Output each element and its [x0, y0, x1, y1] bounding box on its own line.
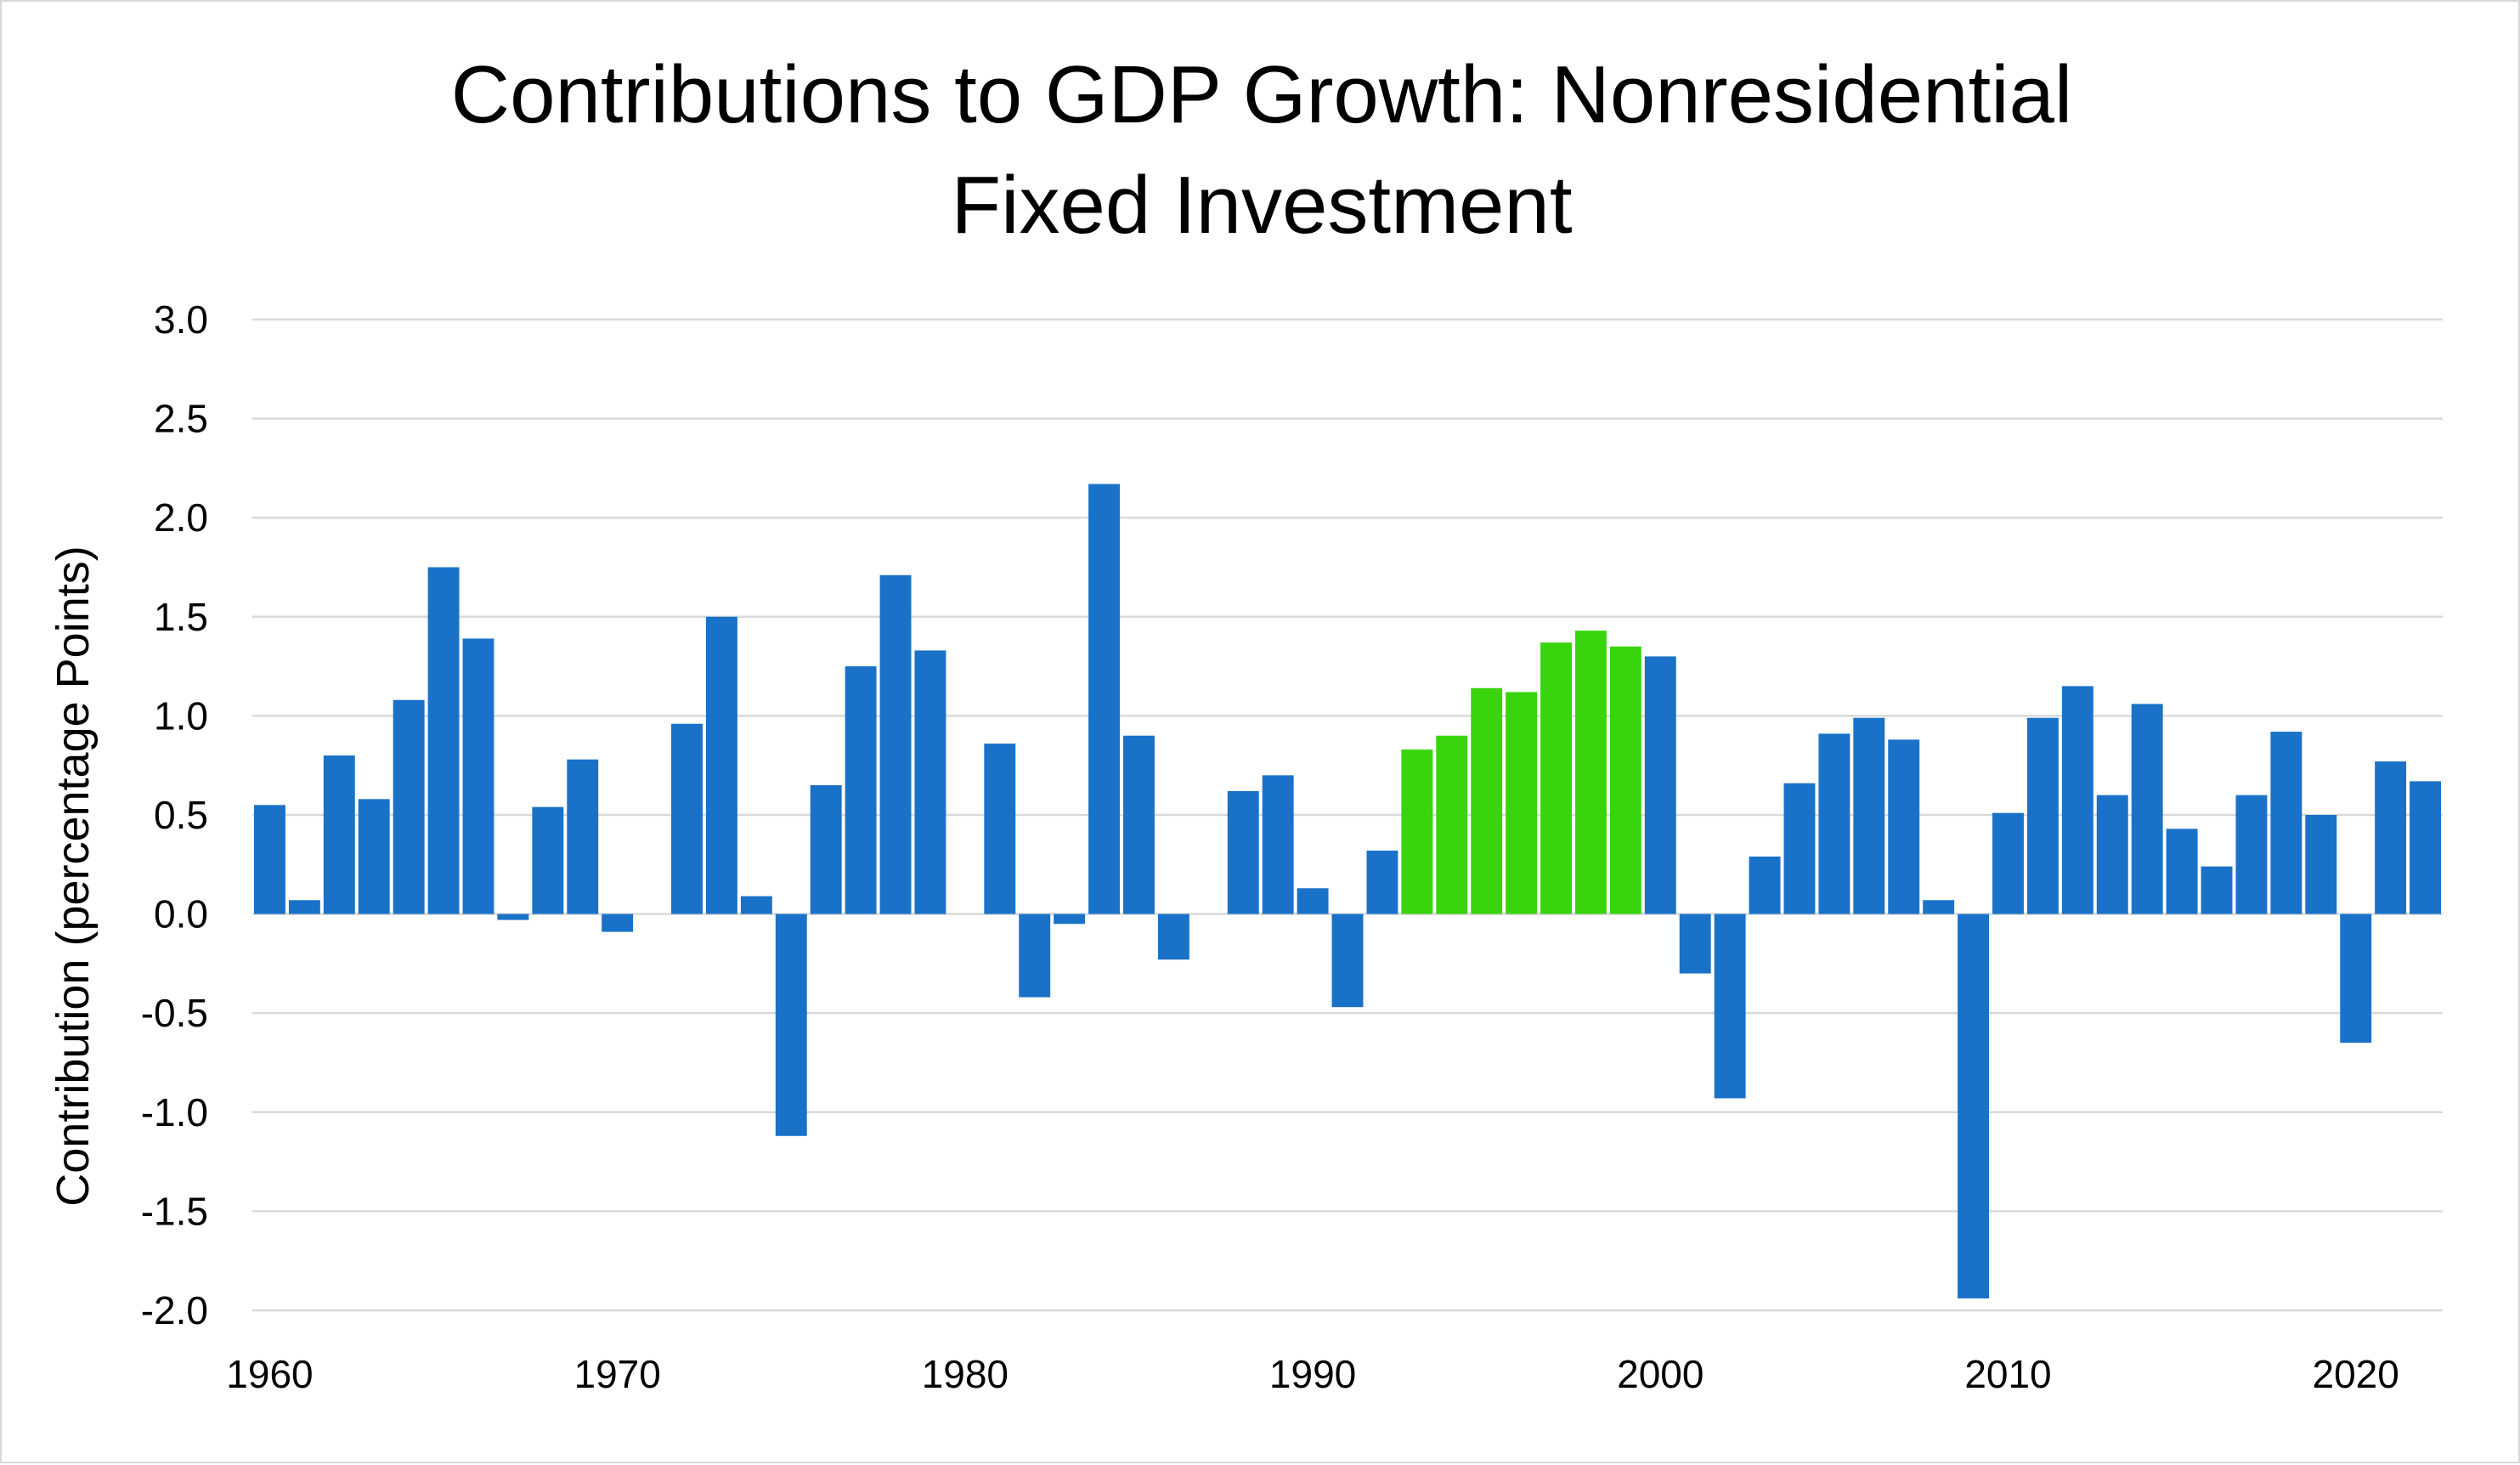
bar-2002 — [1714, 914, 1746, 1099]
bar-1989 — [1262, 775, 1294, 914]
bar-2014 — [2131, 704, 2163, 914]
bar-1990 — [1297, 888, 1329, 914]
bar-1995 — [1471, 687, 1503, 914]
chart-title-line-2: Fixed Investment — [952, 160, 1573, 251]
y-tick-label-1: 2.5 — [154, 397, 208, 441]
y-tick-label-10: -2.0 — [141, 1288, 208, 1332]
bar-1976 — [810, 785, 842, 914]
bar-1993 — [1401, 749, 1433, 914]
bar-1975 — [775, 914, 807, 1136]
bar-1973 — [705, 616, 737, 914]
bar-1972 — [671, 723, 703, 914]
bar-1968 — [532, 806, 564, 914]
bar-2017 — [2235, 795, 2268, 914]
bar-2000 — [1644, 656, 1676, 914]
y-tick-label-4: 1.0 — [154, 693, 208, 738]
bar-2022 — [2410, 781, 2441, 914]
bar-1970 — [602, 914, 634, 932]
bar-1992 — [1366, 850, 1398, 914]
bar-1960 — [254, 805, 285, 914]
y-tick-label-5: 0.5 — [154, 793, 208, 837]
bar-2016 — [2201, 866, 2233, 914]
bar-1998 — [1574, 631, 1607, 914]
x-tick-label-0: 1960 — [226, 1352, 313, 1396]
x-tick-label-1: 1970 — [573, 1352, 660, 1396]
bar-2013 — [2096, 795, 2128, 914]
bar-2012 — [2061, 686, 2093, 914]
bar-1979 — [914, 650, 946, 914]
y-axis-label: Contribution (percentage Points) — [48, 546, 99, 1206]
bars — [254, 484, 2441, 1299]
bar-1984 — [1088, 484, 1121, 914]
bar-2019 — [2305, 815, 2337, 914]
x-tick-labels: 1960 1970 1980 1990 2000 2010 2020 — [226, 1352, 2399, 1396]
bar-1967 — [497, 914, 529, 920]
y-tick-label-9: -1.5 — [141, 1189, 208, 1233]
bar-1974 — [740, 896, 772, 914]
y-tick-label-8: -1.0 — [141, 1090, 208, 1134]
bar-1985 — [1123, 735, 1155, 914]
bar-2015 — [2166, 829, 2198, 914]
bar-1965 — [427, 567, 460, 914]
y-tick-label-0: 3.0 — [154, 297, 208, 342]
x-tick-label-6: 2020 — [2313, 1352, 2399, 1396]
bar-2020 — [2340, 914, 2372, 1044]
bar-1986 — [1157, 914, 1189, 960]
y-tick-label-7: -0.5 — [141, 991, 208, 1035]
chart-title: Contributions to GDP Growth: Nonresident… — [451, 49, 2072, 251]
x-tick-label-5: 2010 — [1964, 1352, 2051, 1396]
bar-1982 — [1019, 914, 1051, 998]
bar-2008 — [1923, 900, 1955, 914]
bar-2007 — [1888, 739, 1920, 914]
bar-1969 — [567, 759, 599, 914]
y-tick-labels: 3.0 2.5 2.0 1.5 1.0 0.5 0.0 -0.5 -1.0 -1.5 -2.0 — [141, 297, 208, 1332]
y-tick-label-6: 0.0 — [154, 892, 208, 936]
bar-1996 — [1506, 692, 1538, 914]
bar-1978 — [879, 574, 912, 914]
y-tick-label-2: 2.0 — [154, 495, 208, 540]
bar-1991 — [1331, 914, 1364, 1008]
bar-1988 — [1227, 791, 1259, 914]
bar-1997 — [1540, 642, 1572, 914]
bar-2006 — [1853, 717, 1885, 914]
bar-1963 — [358, 799, 390, 914]
bar-2010 — [1992, 812, 2024, 914]
bar-2009 — [1958, 914, 1990, 1299]
x-tick-label-4: 2000 — [1617, 1352, 1704, 1396]
bar-1999 — [1609, 646, 1641, 914]
chart-title-line-1: Contributions to GDP Growth: Nonresident… — [451, 49, 2072, 140]
bar-1962 — [323, 755, 355, 914]
bar-1964 — [393, 699, 425, 914]
bar-1966 — [462, 638, 494, 914]
bar-2001 — [1679, 914, 1711, 974]
bar-2021 — [2375, 761, 2407, 914]
bar-2011 — [2026, 717, 2059, 914]
bar-1983 — [1054, 914, 1086, 925]
x-tick-label-3: 1990 — [1269, 1352, 1356, 1396]
x-tick-label-2: 1980 — [922, 1352, 1009, 1396]
bar-2005 — [1818, 733, 1850, 914]
y-tick-label-3: 1.5 — [154, 595, 208, 639]
bar-2018 — [2270, 732, 2302, 914]
bar-2003 — [1749, 856, 1781, 914]
bar-2004 — [1783, 783, 1816, 914]
bar-1961 — [288, 900, 320, 914]
bar-1977 — [845, 666, 877, 914]
bar-1981 — [984, 744, 1016, 914]
bar-1994 — [1436, 735, 1468, 914]
